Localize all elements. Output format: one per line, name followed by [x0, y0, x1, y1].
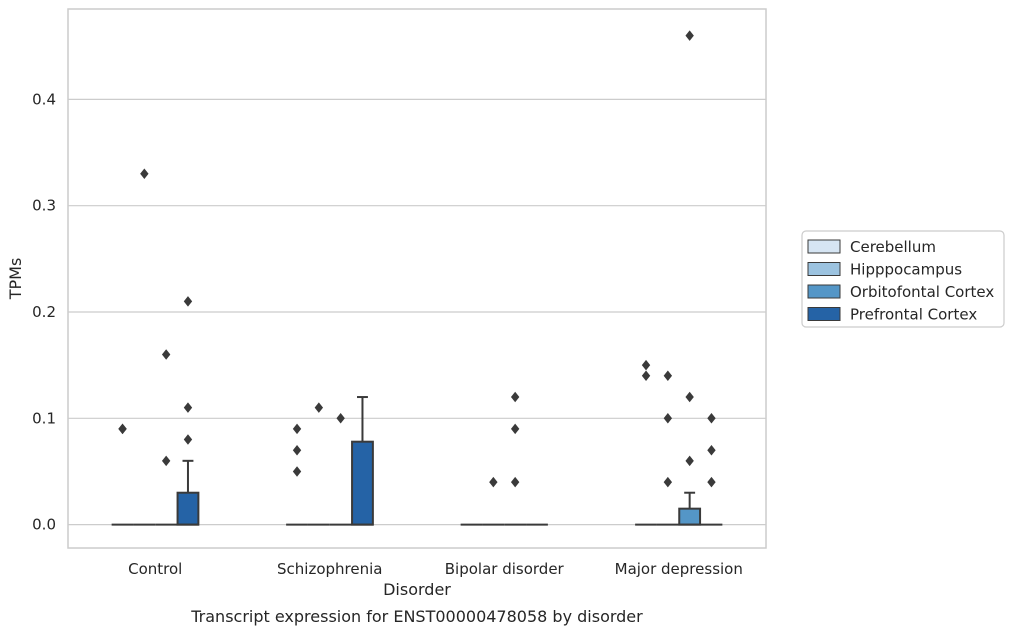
outlier-point: [663, 370, 673, 382]
box-cerebellum: [635, 359, 657, 526]
outlier-point: [510, 476, 520, 488]
outlier-point: [685, 30, 694, 41]
outlier-point: [685, 391, 694, 403]
legend-swatch: [807, 307, 841, 321]
legend-swatch: [807, 262, 841, 276]
box-layer: [111, 30, 723, 526]
outlier-point: [641, 370, 651, 382]
y-tick-label: 0.2: [32, 303, 56, 321]
box-hipppocampus: [656, 370, 679, 526]
outlier-point: [663, 413, 673, 424]
legend-frame: [801, 230, 1005, 328]
box-hipppocampus: [307, 402, 330, 526]
outlier-point: [183, 296, 193, 307]
y-tick-label: 0.1: [32, 409, 56, 427]
x-tick-labels: Control Schizophrenia Bipolar disorder Majo…: [128, 560, 743, 578]
box-hipppocampus: [133, 168, 156, 526]
legend-item: Prefrontal Cortex: [807, 306, 977, 324]
y-tick-label: 0.0: [32, 516, 56, 534]
outlier-point: [292, 423, 302, 435]
outlier-point: [314, 402, 324, 413]
outlier-point: [685, 455, 694, 467]
box-orbitofontal-cortex: [504, 391, 527, 526]
outlier-point: [641, 359, 651, 371]
box-cerebellum: [111, 423, 134, 526]
legend-item: Orbitofontal Cortex: [807, 283, 994, 301]
outlier-point: [140, 168, 149, 180]
y-tick-label: 0.3: [32, 197, 56, 215]
x-tick-label: Control: [128, 560, 182, 578]
box-orbitofontal-cortex: [329, 413, 352, 526]
outlier-point: [161, 455, 171, 467]
outlier-point: [663, 476, 673, 488]
outlier-point: [118, 423, 127, 435]
box-orbitofontal-cortex: [155, 349, 178, 526]
grid-layer: [68, 98, 766, 526]
box-prefrontal-cortex: [351, 396, 374, 526]
x-tick-label: Major depression: [615, 560, 743, 578]
outlier-point: [183, 402, 193, 413]
figure-caption: Transcript expression for ENST0000047805…: [190, 607, 643, 626]
outlier-point: [183, 434, 193, 445]
outlier-point: [292, 466, 302, 477]
x-tick-label: Schizophrenia: [277, 560, 382, 578]
legend-item: Hipppocampus: [807, 261, 962, 279]
box-hipppocampus: [482, 476, 505, 526]
outlier-point: [510, 423, 520, 435]
outlier-point: [489, 476, 498, 488]
legend-swatch: [807, 284, 841, 299]
plot-frame: [67, 8, 767, 549]
legend-label: Cerebellum: [850, 238, 936, 256]
outlier-point: [161, 349, 171, 360]
outlier-point: [336, 413, 345, 424]
box-cerebellum: [286, 423, 308, 526]
outlier-point: [707, 476, 716, 488]
outlier-point: [510, 391, 520, 403]
legend-swatch: [807, 239, 841, 254]
outlier-point: [292, 444, 302, 456]
legend-label: Orbitofontal Cortex: [850, 283, 994, 301]
box-body: [678, 507, 702, 526]
x-axis-label: Disorder: [383, 580, 451, 599]
box-body: [176, 491, 200, 526]
outlier-point: [707, 413, 716, 424]
x-tick-label: Bipolar disorder: [445, 560, 565, 578]
y-axis-label: TPMs: [6, 258, 25, 301]
legend-label: Prefrontal Cortex: [850, 306, 977, 324]
y-tick-label: 0.4: [32, 90, 56, 108]
outlier-point: [707, 444, 716, 456]
box-prefrontal-cortex: [700, 413, 723, 526]
box-prefrontal-cortex: [176, 296, 200, 526]
box-body: [351, 440, 374, 526]
legend-item: Cerebellum: [807, 238, 936, 256]
legend-label: Hipppocampus: [850, 261, 962, 279]
y-tick-labels: 0.0 0.1 0.2 0.3 0.4: [32, 90, 56, 533]
legend: Cerebellum Hipppocampus Orbitofontal Corte…: [801, 230, 1005, 328]
box-orbitofontal-cortex: [678, 30, 702, 526]
